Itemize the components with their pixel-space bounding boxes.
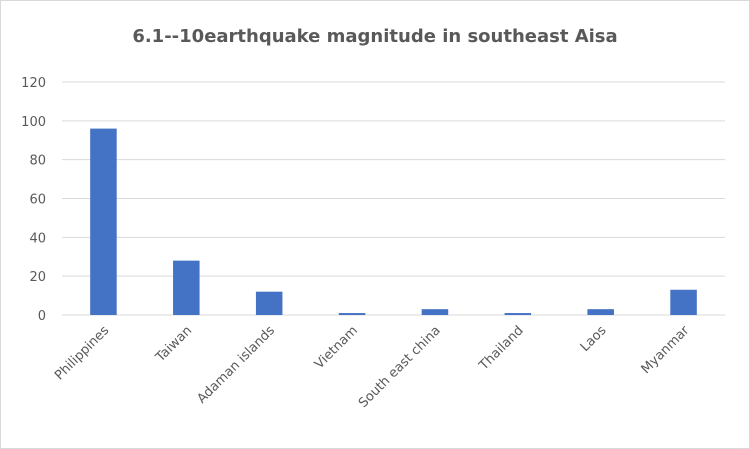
y-tick-label: 60 bbox=[29, 193, 46, 208]
bar bbox=[587, 309, 614, 315]
bar bbox=[504, 313, 532, 315]
bar bbox=[255, 291, 283, 315]
y-tick-label: 80 bbox=[29, 154, 46, 169]
bar bbox=[173, 260, 200, 315]
y-tick-label: 20 bbox=[29, 270, 46, 285]
y-tick-label: 100 bbox=[21, 115, 46, 130]
y-tick-label: 0 bbox=[38, 309, 46, 324]
bar bbox=[90, 128, 117, 315]
y-tick-label: 40 bbox=[29, 231, 46, 246]
bar bbox=[421, 309, 449, 315]
chart-title: 6.1--10earthquake magnitude in southeast… bbox=[132, 26, 617, 47]
bar bbox=[338, 313, 366, 315]
bar bbox=[670, 289, 697, 315]
y-tick-label: 120 bbox=[21, 76, 46, 91]
